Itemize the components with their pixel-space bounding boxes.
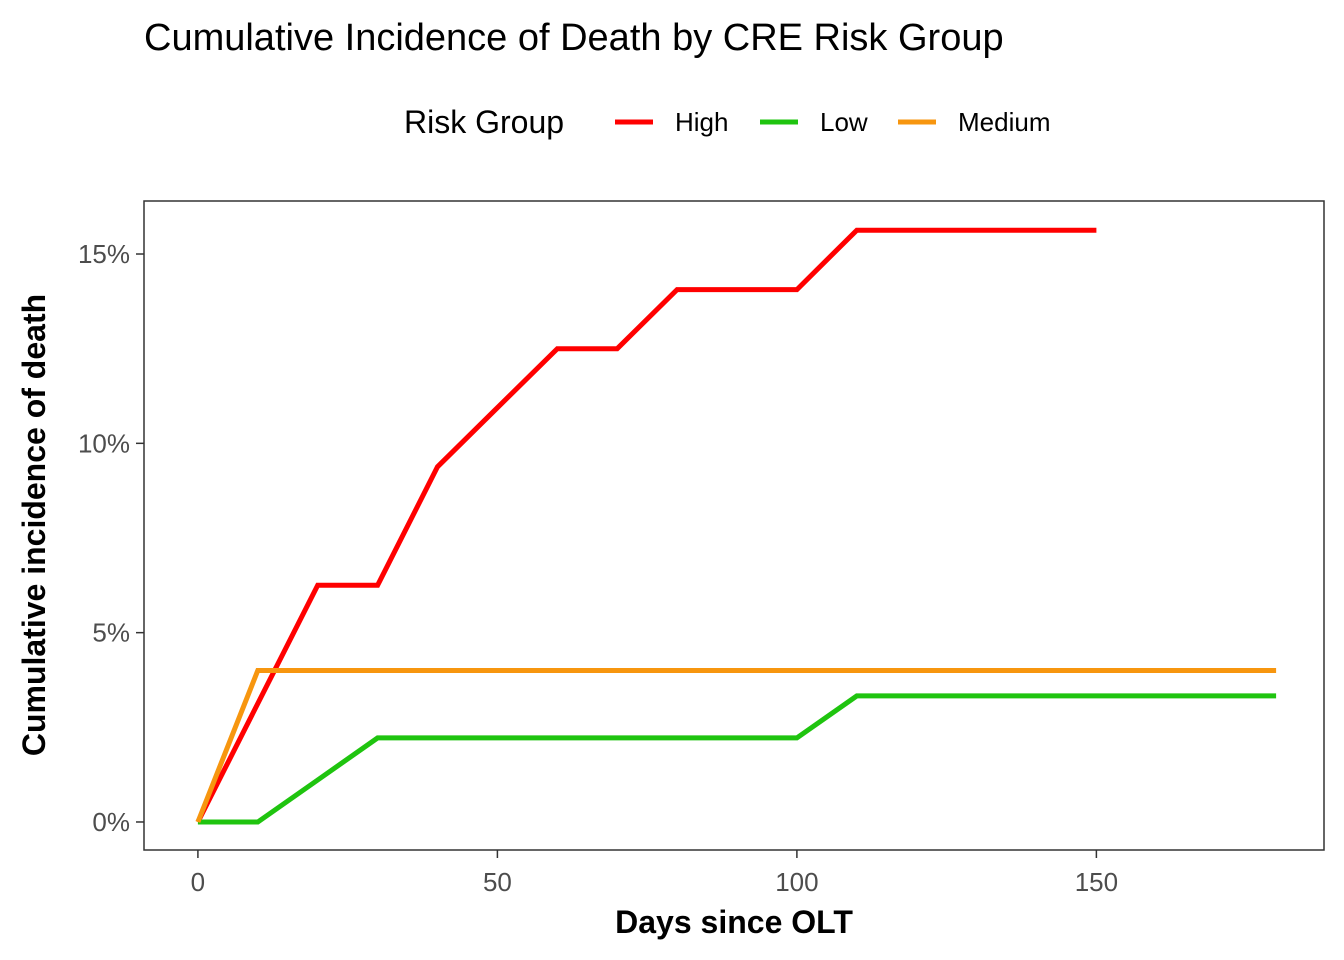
- y-axis: 0% 5% 10% 15%: [78, 239, 144, 837]
- y-tick-label: 5%: [92, 618, 130, 648]
- plot-panel: [143, 200, 1325, 851]
- x-tick-label: 100: [775, 867, 818, 897]
- x-axis: 0 50 100 150: [191, 850, 1118, 897]
- chart-title: Cumulative Incidence of Death by CRE Ris…: [144, 17, 1004, 59]
- y-tick-label: 0%: [92, 807, 130, 837]
- y-tick-label: 15%: [78, 239, 130, 269]
- legend: Risk Group High Low Medium: [404, 104, 1050, 140]
- x-axis-title: Days since OLT: [615, 904, 853, 940]
- series-line-medium: [195, 668, 1277, 823]
- y-tick-label: 10%: [78, 428, 130, 458]
- legend-title: Risk Group: [404, 104, 564, 140]
- series-line-low: [197, 693, 1277, 825]
- series-line-high: [195, 227, 1097, 824]
- legend-label-high: High: [675, 107, 728, 137]
- legend-label-low: Low: [820, 107, 868, 137]
- series-lines: [195, 227, 1277, 825]
- legend-label-medium: Medium: [958, 107, 1050, 137]
- x-tick-label: 150: [1075, 867, 1118, 897]
- x-tick-label: 0: [191, 867, 205, 897]
- x-tick-label: 50: [483, 867, 512, 897]
- y-axis-title: Cumulative incidence of death: [16, 294, 52, 756]
